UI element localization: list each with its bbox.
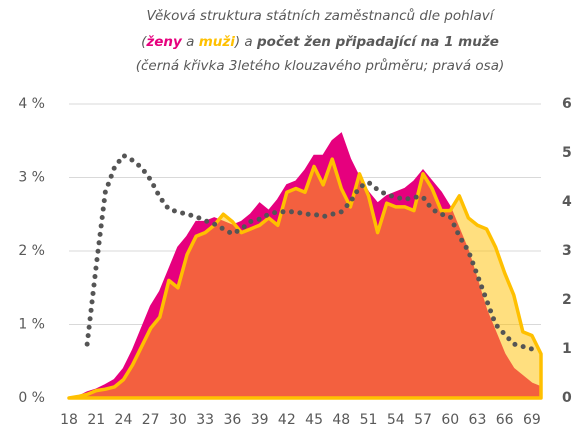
x-tick-label: 30: [169, 412, 187, 428]
y-tick-label: 4 %: [18, 96, 45, 112]
x-tick-label: 48: [332, 412, 350, 428]
y2-tick-label: 5: [562, 145, 572, 161]
subtitle-part: ženy: [145, 34, 183, 50]
x-tick-label: 66: [496, 412, 514, 428]
subtitle-part: a: [182, 34, 199, 50]
y2-tick-label: 0: [562, 390, 572, 406]
ratio-line: [84, 152, 535, 352]
subtitle-part: ) a: [234, 34, 257, 50]
x-tick-label: 33: [196, 412, 214, 428]
y2-tick-label: 4: [562, 194, 572, 210]
y2-tick-label: 6: [562, 96, 572, 112]
x-tick-label: 69: [523, 412, 541, 428]
chart-subtitle: (ženy a muži) a počet žen připadající na…: [141, 34, 499, 50]
x-tick-label: 36: [223, 412, 241, 428]
subtitle-part: počet žen připadající na 1 muže: [256, 34, 499, 50]
y2-tick-label: 1: [562, 341, 572, 357]
area: [67, 157, 543, 400]
chart-title: Věková struktura státních zaměstnanců dl…: [147, 8, 496, 24]
y-tick-label: 1 %: [18, 317, 45, 333]
chart-note: (černá křivka 3letého klouzavého průměru…: [136, 58, 505, 74]
y-tick-label: 2 %: [18, 243, 45, 259]
x-tick-label: 63: [469, 412, 487, 428]
x-tick-label: 42: [278, 412, 296, 428]
y-tick-label: 3 %: [18, 170, 45, 186]
x-tick-label: 57: [414, 412, 432, 428]
x-tick-label: 51: [360, 412, 378, 428]
x-tick-label: 27: [142, 412, 160, 428]
x-tick-label: 54: [387, 412, 405, 428]
x-tick-label: 18: [60, 412, 78, 428]
x-tick-label: 24: [115, 412, 133, 428]
subtitle-part: muži: [199, 34, 236, 50]
x-tick-label: 60: [441, 412, 459, 428]
y-tick-label: 0 %: [18, 390, 45, 406]
y2-tick-label: 2: [562, 292, 572, 308]
x-tick-label: 39: [251, 412, 269, 428]
y2-tick-label: 3: [562, 243, 572, 259]
subtitle-part: (: [141, 34, 147, 50]
x-tick-label: 45: [305, 412, 323, 428]
x-tick-label: 21: [87, 412, 105, 428]
